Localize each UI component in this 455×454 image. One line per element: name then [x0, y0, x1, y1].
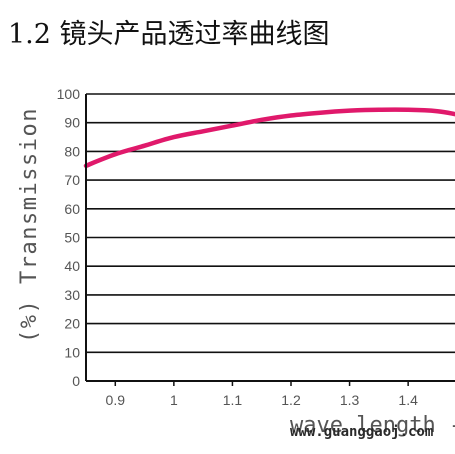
- y-tick-label: 90: [64, 115, 80, 131]
- y-tick-label: 60: [64, 201, 80, 217]
- x-tick-label: 1.2: [281, 392, 301, 408]
- y-tick-label: 100: [57, 86, 81, 102]
- y-tick-label: 0: [72, 373, 80, 389]
- y-tick-label: 20: [64, 316, 80, 332]
- y-tick-label: 40: [64, 258, 80, 274]
- y-tick-label: 30: [64, 287, 80, 303]
- y-axis-label: (%) Transmission: [17, 107, 42, 343]
- series-line: [83, 107, 455, 169]
- watermark-text: www.guanggaoj.com: [290, 424, 434, 440]
- y-tick-label: 80: [64, 143, 80, 159]
- x-tick-label: 1.3: [340, 392, 360, 408]
- x-tick-label: 1.1: [223, 392, 243, 408]
- y-tick-label: 70: [64, 172, 80, 188]
- x-axis-label: wave length -: [290, 413, 455, 438]
- x-tick-labels: 0.9 1 1.1 1.2 1.3 1.4: [106, 381, 418, 408]
- y-tick-label: 50: [64, 230, 80, 246]
- x-tick-label: 1.4: [398, 392, 418, 408]
- page-heading: 1.2 镜头产品透过率曲线图: [8, 19, 330, 50]
- x-tick-label: 0.9: [106, 392, 126, 408]
- y-tick-labels: 0 10 20 30 40 50 60 70 80 90 100: [57, 86, 81, 389]
- x-tick-label: 1: [170, 392, 178, 408]
- y-tick-label: 10: [64, 344, 80, 360]
- chart-grid: [86, 93, 455, 354]
